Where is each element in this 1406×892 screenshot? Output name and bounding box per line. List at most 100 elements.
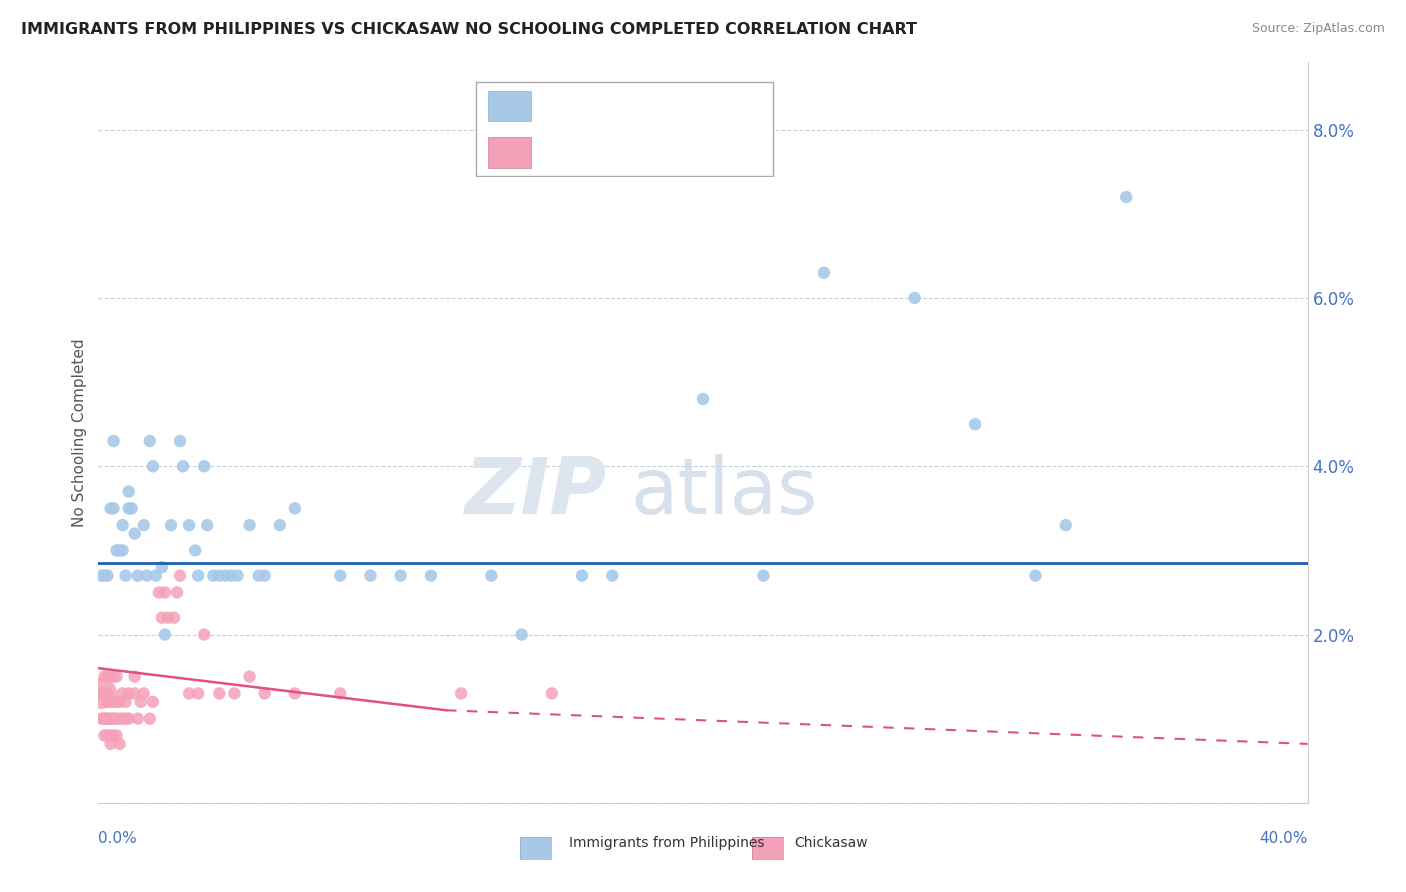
Point	[93, 729, 115, 743]
Point	[93, 686, 115, 700]
Point	[108, 543, 131, 558]
Point	[96, 670, 118, 684]
Point	[139, 434, 162, 448]
Text: ZIP: ZIP	[464, 454, 606, 530]
Point	[121, 501, 143, 516]
Point	[904, 291, 927, 305]
Point	[221, 568, 243, 582]
Point	[111, 686, 134, 700]
Point	[96, 712, 118, 726]
Point	[103, 712, 125, 726]
Text: 40.0%: 40.0%	[1260, 831, 1308, 846]
Text: atlas: atlas	[630, 454, 818, 530]
Point	[93, 686, 115, 700]
Point	[127, 712, 149, 726]
Point	[96, 712, 118, 726]
Point	[269, 518, 291, 533]
Point	[142, 459, 165, 474]
Point	[571, 568, 593, 582]
Point	[540, 686, 562, 700]
Point	[247, 568, 270, 582]
Point	[132, 518, 155, 533]
Text: Chickasaw: Chickasaw	[794, 836, 868, 850]
Point	[105, 712, 128, 726]
Point	[226, 568, 249, 582]
Point	[124, 526, 146, 541]
Point	[142, 695, 165, 709]
Point	[150, 610, 173, 624]
Point	[103, 501, 125, 516]
Point	[100, 729, 122, 743]
Point	[129, 695, 152, 709]
Point	[160, 518, 183, 533]
Point	[187, 686, 209, 700]
Point	[510, 627, 533, 641]
Y-axis label: No Schooling Completed: No Schooling Completed	[72, 338, 87, 527]
Point	[118, 484, 141, 499]
Point	[148, 585, 170, 599]
Point	[184, 543, 207, 558]
Point	[100, 501, 122, 516]
Point	[169, 568, 191, 582]
Point	[253, 568, 276, 582]
Point	[253, 686, 276, 700]
Point	[103, 729, 125, 743]
Point	[103, 670, 125, 684]
Point	[135, 568, 157, 582]
Point	[96, 729, 118, 743]
Point	[114, 568, 136, 582]
Point	[329, 686, 352, 700]
Point	[224, 686, 246, 700]
Point	[132, 686, 155, 700]
Point	[187, 568, 209, 582]
Point	[214, 568, 236, 582]
Point	[114, 695, 136, 709]
Point	[602, 568, 624, 582]
Point	[813, 266, 835, 280]
Point	[150, 560, 173, 574]
Point	[139, 712, 162, 726]
Point	[90, 568, 112, 582]
Point	[96, 568, 118, 582]
Point	[145, 568, 167, 582]
Point	[481, 568, 503, 582]
Point	[111, 518, 134, 533]
Point	[108, 737, 131, 751]
Point	[153, 627, 176, 641]
Point	[166, 585, 188, 599]
Point	[108, 712, 131, 726]
Text: Source: ZipAtlas.com: Source: ZipAtlas.com	[1251, 22, 1385, 36]
Point	[1024, 568, 1046, 582]
Point	[193, 627, 215, 641]
Point	[1054, 518, 1077, 533]
Point	[179, 518, 201, 533]
Point	[163, 610, 186, 624]
Point	[100, 737, 122, 751]
Point	[389, 568, 412, 582]
Point	[105, 729, 128, 743]
Point	[156, 610, 179, 624]
Point	[420, 568, 443, 582]
Point	[103, 434, 125, 448]
Point	[96, 695, 118, 709]
Point	[208, 568, 231, 582]
Point	[111, 543, 134, 558]
Point	[124, 686, 146, 700]
Point	[93, 568, 115, 582]
Point	[105, 695, 128, 709]
Point	[752, 568, 775, 582]
Point	[103, 712, 125, 726]
Point	[692, 392, 714, 406]
Point	[118, 686, 141, 700]
Point	[118, 712, 141, 726]
Point	[100, 695, 122, 709]
Point	[450, 686, 472, 700]
Point	[105, 543, 128, 558]
Point	[108, 695, 131, 709]
Text: 0.0%: 0.0%	[98, 831, 138, 846]
Point	[172, 459, 194, 474]
Point	[100, 712, 122, 726]
Point	[118, 501, 141, 516]
Point	[90, 712, 112, 726]
Point	[284, 686, 307, 700]
